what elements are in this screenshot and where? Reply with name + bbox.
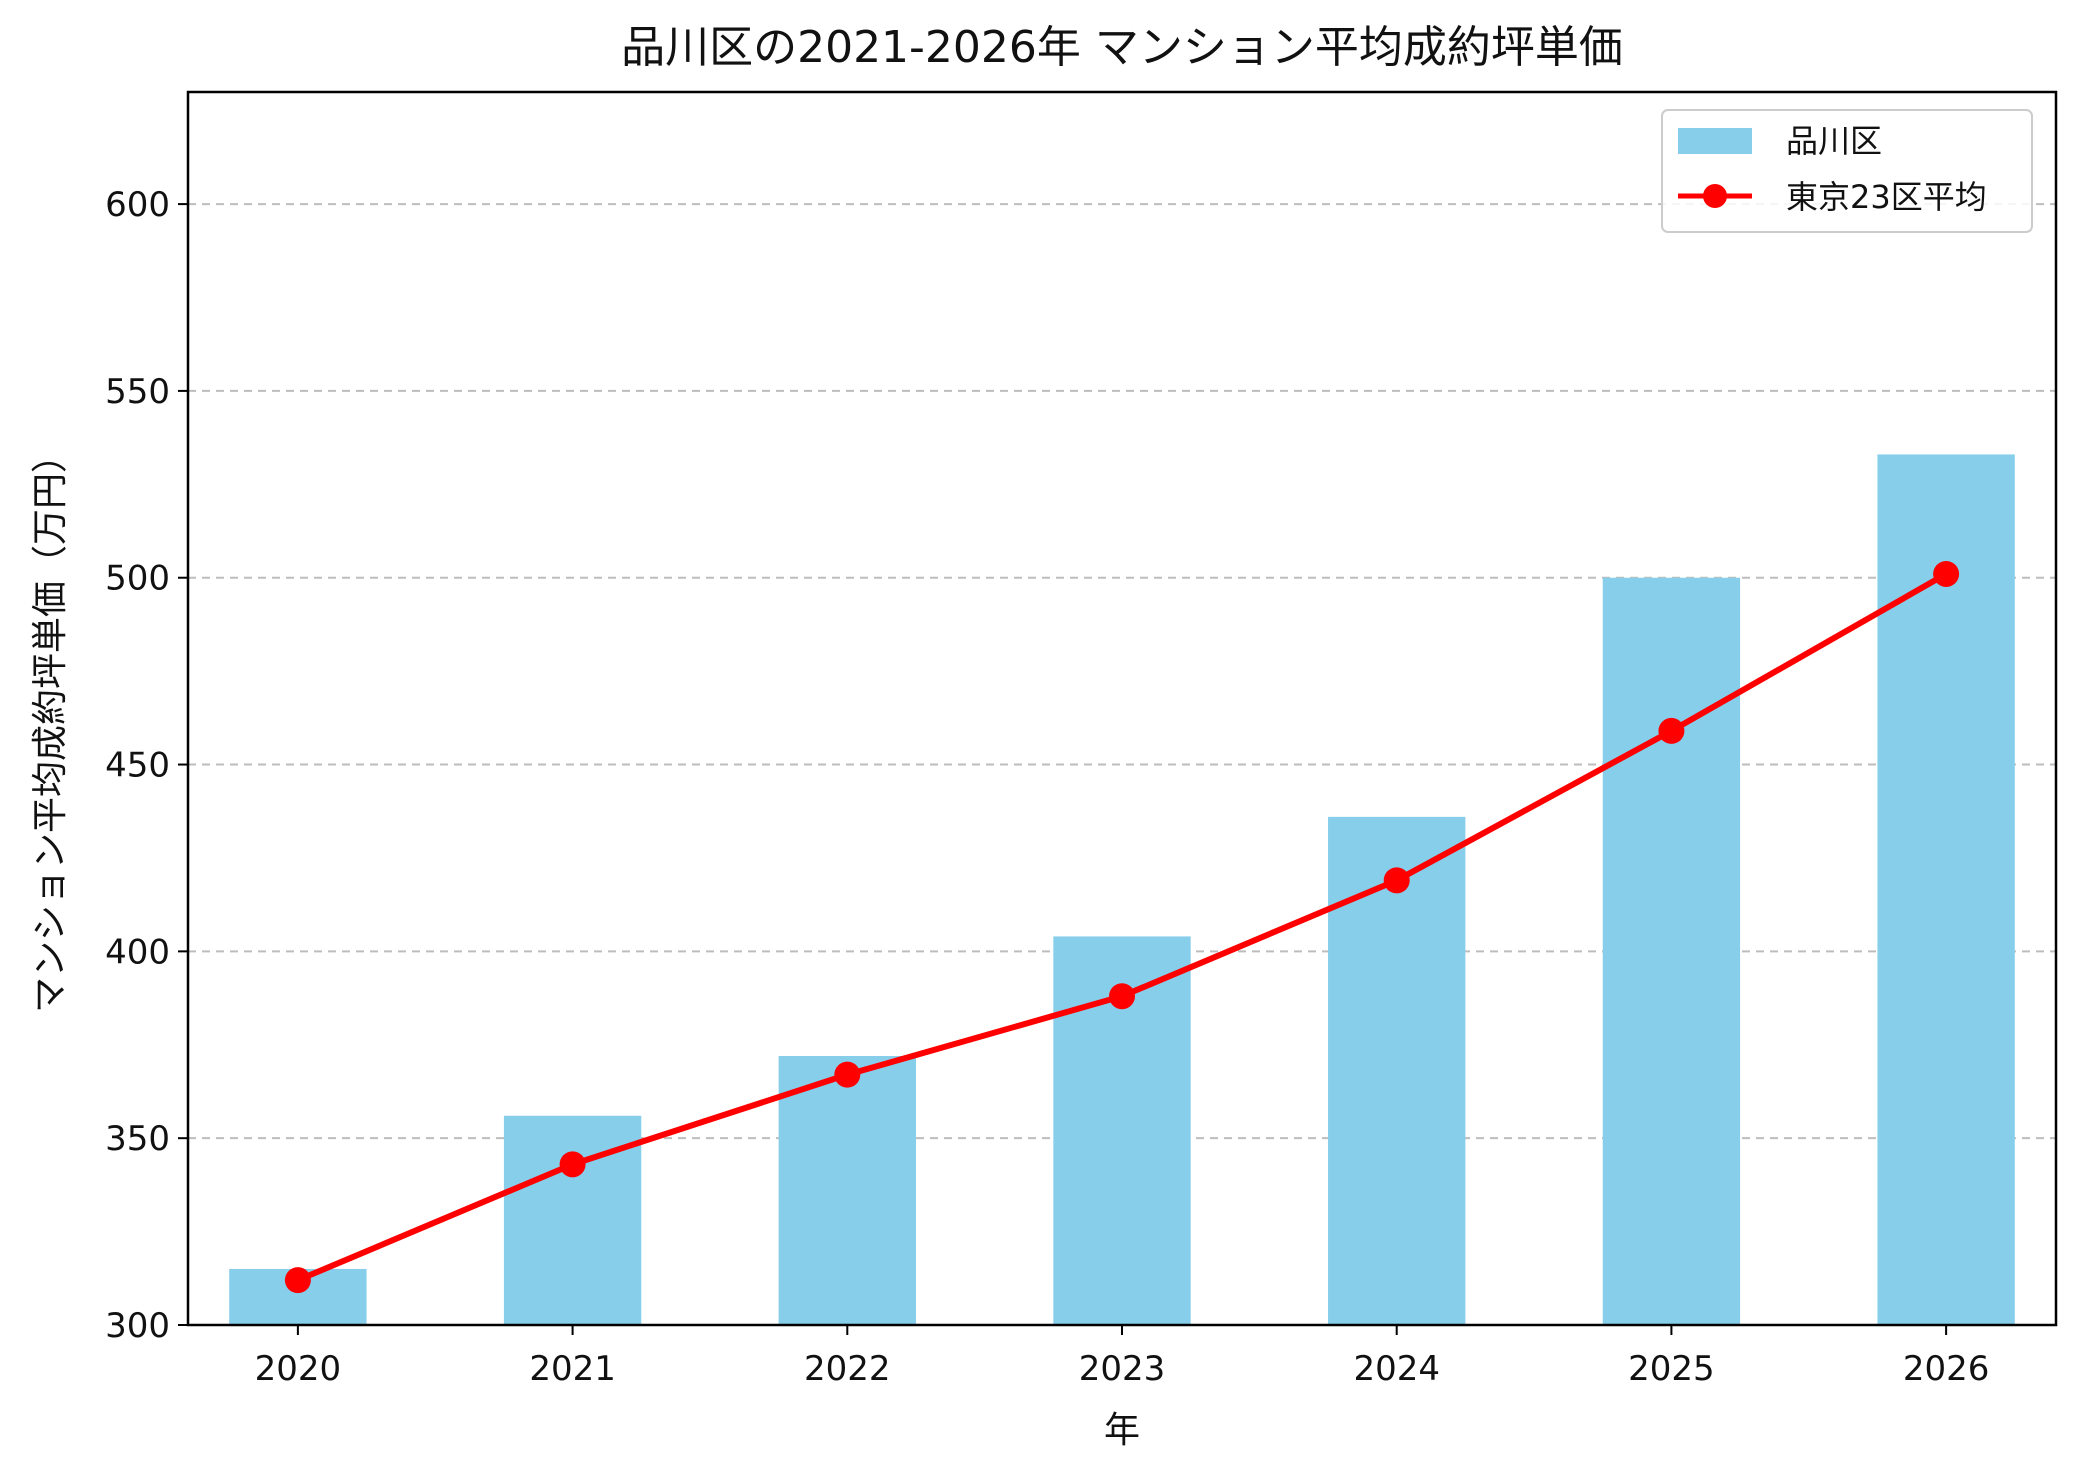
x-tick-label: 2026 — [1903, 1349, 1990, 1389]
line-point — [559, 1151, 586, 1178]
x-tick-label: 2025 — [1628, 1349, 1715, 1389]
line-series — [284, 560, 1960, 1294]
bar — [778, 1055, 916, 1325]
legend-label-bar: 品川区 — [1786, 122, 1882, 160]
y-tick-label: 400 — [105, 932, 170, 972]
y-tick-label: 300 — [105, 1306, 170, 1346]
legend-label-line: 東京23区平均 — [1786, 178, 1987, 216]
bar-series — [229, 454, 2015, 1326]
y-tick-label: 350 — [105, 1119, 170, 1159]
x-axis: 2020 2021 2022 2023 2024 2025 2026 — [255, 1325, 1990, 1389]
x-tick-label: 2021 — [529, 1349, 616, 1389]
y-tick-label: 500 — [105, 559, 170, 599]
line-point — [1933, 560, 1960, 587]
y-axis-label: マンション平均成約坪単価（万円） — [30, 437, 71, 1013]
line-point — [834, 1061, 861, 1088]
y-tick-label: 600 — [105, 185, 170, 225]
x-tick-label: 2023 — [1079, 1349, 1166, 1389]
line-point — [1658, 717, 1685, 744]
legend-box — [1661, 109, 2033, 233]
x-tick-label: 2020 — [255, 1349, 342, 1389]
x-axis-label: 年 — [1104, 1410, 1140, 1451]
x-tick-label: 2024 — [1353, 1349, 1440, 1389]
y-axis: 300 350 400 450 500 550 600 — [105, 185, 188, 1346]
line-point — [1109, 983, 1135, 1010]
legend-bar-swatch — [1678, 128, 1752, 154]
bar — [1602, 577, 1741, 1325]
x-tick-label: 2022 — [804, 1349, 891, 1389]
y-tick-label: 450 — [105, 746, 170, 786]
line-point — [284, 1267, 311, 1294]
legend-marker-swatch — [1703, 184, 1727, 208]
legend: 品川区 東京23区平均 — [1661, 109, 2033, 233]
line-point — [1383, 867, 1410, 894]
y-tick-label: 550 — [105, 372, 170, 412]
chart-title: 品川区の2021-2026年 マンション平均成約坪単価 — [621, 22, 1623, 73]
